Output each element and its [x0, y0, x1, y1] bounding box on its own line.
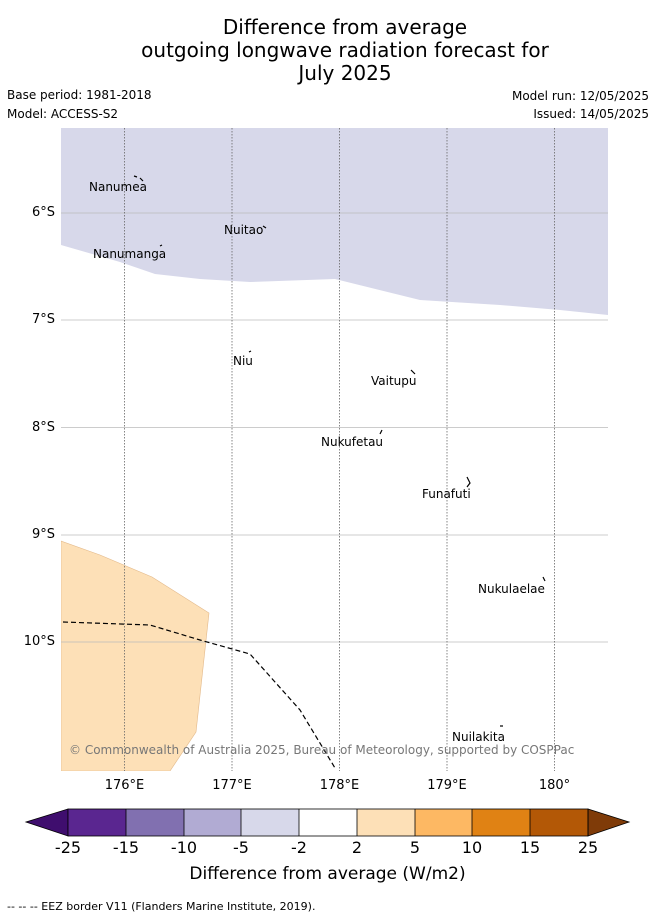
- island-shape-niu: [248, 350, 252, 353]
- colorbar-tick-label: 25: [577, 838, 599, 857]
- lon-label-180: 180°: [538, 778, 571, 793]
- colorbar-segment: [357, 809, 415, 836]
- lon-gridlines: [124, 128, 555, 771]
- map-plot-area: [61, 128, 608, 771]
- lat-label-7s: 7°S: [31, 312, 55, 327]
- base-period: Base period: 1981-2018: [7, 88, 152, 102]
- island-label-nuilakita: Nuilakita: [452, 730, 505, 744]
- issued-date: Issued: 14/05/2025: [533, 107, 649, 121]
- colorbar-segment: [415, 809, 472, 836]
- colorbar-tick-label: 5: [409, 838, 421, 857]
- colorbar-tick-label: -25: [54, 838, 82, 857]
- lat-gridlines: [61, 212, 608, 643]
- lon-label-178e: 178°E: [319, 778, 360, 793]
- colorbar-tick-label: -2: [291, 838, 307, 857]
- model-run: Model run: 12/05/2025: [511, 89, 649, 103]
- island-shape-nuitao: [262, 225, 267, 229]
- island-shape-nanumea: [133, 175, 144, 182]
- region-negative-anomaly: [61, 128, 608, 315]
- model-name: Model: ACCESS-S2: [7, 107, 119, 121]
- lon-label-176e: 176°E: [104, 778, 145, 793]
- lat-label-8s: 8°S: [31, 420, 55, 435]
- island-label-nukulaelae: Nukulaelae: [478, 582, 545, 596]
- colorbar-tick-label: -10: [170, 838, 198, 857]
- lon-label-179e: 179°E: [427, 778, 467, 793]
- island-label-vaitupu: Vaitupu: [371, 374, 417, 388]
- island-label-nukufetau: Nukufetau: [321, 435, 384, 449]
- colorbar-segment: [241, 809, 299, 836]
- lat-label-10s: 10°S: [23, 634, 55, 649]
- lat-label-6s: 6°S: [31, 205, 55, 220]
- eez-footnote: -- -- -- EEZ border V11 (Flanders Marine…: [7, 900, 316, 913]
- colorbar-tick-label: -15: [112, 838, 140, 857]
- colorbar-segment: [299, 809, 357, 836]
- colorbar-tick-label: 2: [351, 838, 363, 857]
- island-shape-nukufetau: [379, 429, 383, 435]
- colorbar-low-extension: [24, 808, 69, 837]
- island-label-nuitao: Nuitao: [224, 223, 264, 237]
- island-label-niu: Niu: [233, 354, 253, 368]
- region-positive-anomaly: [61, 540, 210, 771]
- colorbar-segment: [68, 809, 126, 836]
- eez-border-line: [62, 621, 336, 769]
- island-label-nanumea: Nanumea: [89, 180, 147, 194]
- colorbar: [24, 808, 631, 837]
- island-label-nanumanga: Nanumanga: [93, 247, 167, 261]
- lon-label-177e: 177°E: [212, 778, 252, 793]
- island-label-funafuti: Funafuti: [422, 487, 471, 501]
- map-title: Difference from average outgoing longwav…: [0, 16, 655, 85]
- colorbar-tick-label: -5: [233, 838, 249, 857]
- colorbar-segment: [472, 809, 530, 836]
- island-shapes: [133, 175, 546, 727]
- island-shape-funafuti: [466, 476, 471, 488]
- copyright-notice: © Commonwealth of Australia 2025, Bureau…: [69, 743, 575, 757]
- title-line-3: July 2025: [298, 61, 392, 85]
- title-line-2: outgoing longwave radiation forecast for: [141, 38, 549, 62]
- lat-label-9s: 9°S: [31, 527, 55, 542]
- colorbar-tick-label: 15: [519, 838, 541, 857]
- colorbar-segment: [530, 809, 588, 836]
- island-shape-vaitupu: [410, 369, 416, 375]
- island-shape-nanumanga: [159, 244, 163, 247]
- colorbar-title: Difference from average (W/m2): [189, 864, 466, 884]
- colorbar-tick-label: 10: [461, 838, 483, 857]
- island-shape-nukulaelae: [542, 576, 546, 582]
- colorbar-high-extension: [587, 808, 631, 837]
- title-line-1: Difference from average: [222, 15, 468, 39]
- colorbar-segment: [184, 809, 241, 836]
- colorbar-segment: [126, 809, 184, 836]
